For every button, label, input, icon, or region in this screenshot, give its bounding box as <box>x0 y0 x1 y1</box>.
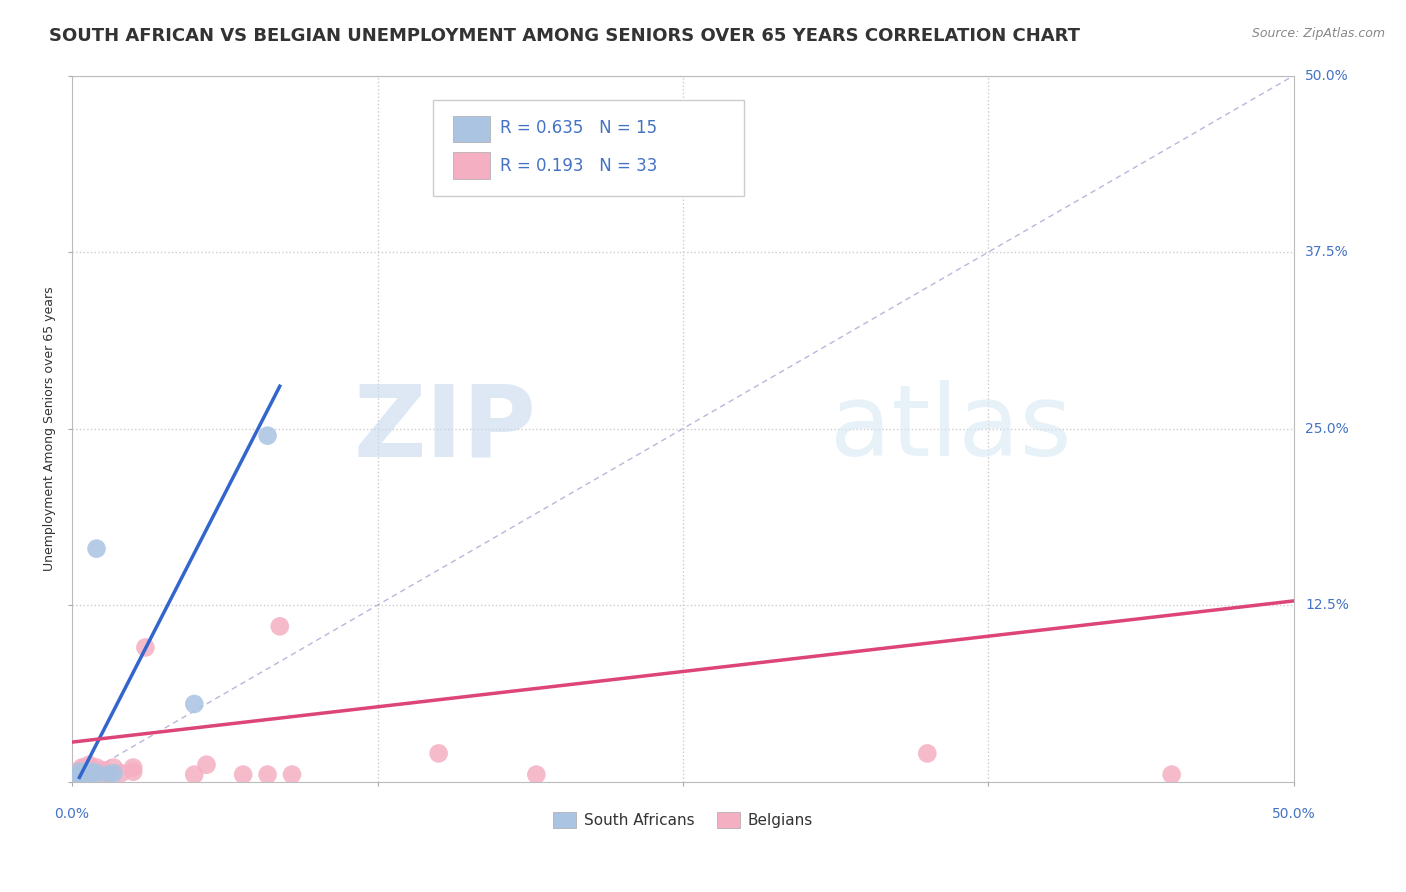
Point <box>73 760 96 774</box>
Point <box>103 760 125 774</box>
Point <box>86 760 108 774</box>
Point <box>86 766 108 780</box>
Point <box>256 428 278 442</box>
Point <box>67 764 90 779</box>
Point <box>122 760 145 774</box>
Text: 50.0%: 50.0% <box>1272 806 1316 821</box>
FancyBboxPatch shape <box>453 116 489 142</box>
Point <box>524 767 547 781</box>
Point <box>183 697 205 711</box>
Text: 25.0%: 25.0% <box>1305 422 1348 435</box>
Text: R = 0.635   N = 15: R = 0.635 N = 15 <box>499 120 657 137</box>
Text: 0.0%: 0.0% <box>55 806 90 821</box>
FancyBboxPatch shape <box>453 153 489 178</box>
Point <box>90 767 112 781</box>
Point <box>281 767 304 781</box>
Point <box>195 757 218 772</box>
Text: ZIP: ZIP <box>353 380 536 477</box>
Point <box>232 767 254 781</box>
Text: atlas: atlas <box>830 380 1071 477</box>
Point <box>67 764 90 778</box>
Point <box>83 767 105 781</box>
Point <box>183 767 205 781</box>
Point <box>67 771 90 785</box>
Point <box>122 764 145 779</box>
Point <box>67 771 90 785</box>
Point <box>80 767 103 781</box>
Text: R = 0.193   N = 33: R = 0.193 N = 33 <box>499 157 657 175</box>
Point <box>80 762 103 776</box>
Point <box>70 767 93 781</box>
Point <box>77 764 100 779</box>
Point <box>73 767 96 781</box>
Point <box>917 747 939 761</box>
Text: 12.5%: 12.5% <box>1305 599 1348 612</box>
Point <box>256 767 278 781</box>
Y-axis label: Unemployment Among Seniors over 65 years: Unemployment Among Seniors over 65 years <box>44 286 56 571</box>
Point <box>103 766 125 780</box>
Point <box>80 767 103 781</box>
Text: 50.0%: 50.0% <box>1305 69 1348 83</box>
Text: Source: ZipAtlas.com: Source: ZipAtlas.com <box>1251 27 1385 40</box>
Point <box>134 640 156 655</box>
Point <box>70 760 93 774</box>
Point <box>76 767 98 781</box>
Legend: South Africans, Belgians: South Africans, Belgians <box>547 805 820 834</box>
Point <box>73 767 96 781</box>
Point <box>76 767 98 781</box>
Point <box>97 767 120 781</box>
Point <box>67 767 90 781</box>
Point <box>86 541 108 556</box>
Point <box>427 747 450 761</box>
Point <box>1160 767 1182 781</box>
Text: 37.5%: 37.5% <box>1305 245 1348 259</box>
FancyBboxPatch shape <box>433 100 744 195</box>
Point <box>80 764 103 779</box>
Point <box>97 767 120 781</box>
Point <box>110 766 132 780</box>
Point <box>269 619 291 633</box>
Point <box>77 757 100 772</box>
Point <box>77 766 100 780</box>
Point <box>86 766 108 780</box>
Point <box>93 764 115 778</box>
Point <box>67 766 90 780</box>
Point <box>73 764 96 779</box>
Text: SOUTH AFRICAN VS BELGIAN UNEMPLOYMENT AMONG SENIORS OVER 65 YEARS CORRELATION CH: SOUTH AFRICAN VS BELGIAN UNEMPLOYMENT AM… <box>49 27 1080 45</box>
